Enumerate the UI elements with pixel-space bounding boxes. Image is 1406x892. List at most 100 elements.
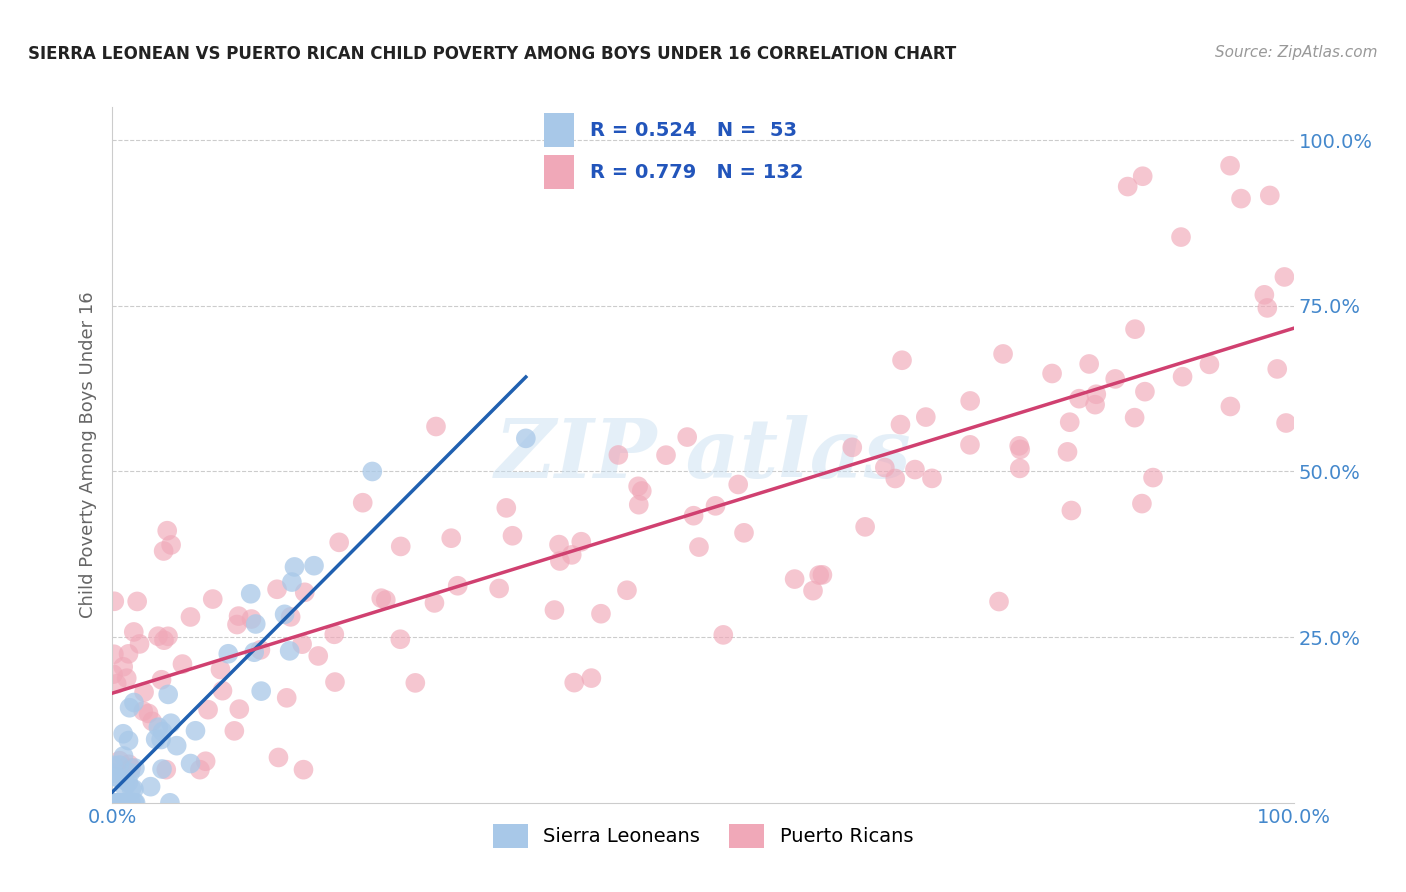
Point	[447, 579, 470, 593]
Point	[581, 671, 603, 685]
Point	[157, 687, 180, 701]
Point	[808, 568, 831, 582]
Point	[211, 683, 233, 698]
Point	[141, 714, 163, 729]
Point	[801, 583, 824, 598]
Point	[122, 696, 145, 710]
Point	[1219, 400, 1241, 414]
Point	[101, 667, 124, 681]
Point	[172, 657, 194, 671]
Point	[276, 690, 298, 705]
Point	[548, 538, 571, 552]
Point	[374, 593, 396, 607]
Point	[627, 498, 650, 512]
Point	[292, 763, 315, 777]
Point	[328, 535, 350, 549]
Point	[370, 591, 392, 606]
Point	[323, 675, 346, 690]
Point	[294, 585, 316, 599]
Point	[841, 441, 863, 455]
Point	[904, 462, 927, 476]
Point	[138, 706, 160, 721]
Point	[117, 647, 139, 661]
Point	[569, 534, 592, 549]
Point	[217, 647, 239, 661]
Point	[323, 627, 346, 641]
Point	[873, 460, 896, 475]
Point	[711, 628, 734, 642]
Point	[115, 671, 138, 685]
Point	[733, 525, 755, 540]
Point	[103, 594, 125, 608]
Point	[152, 724, 174, 739]
Point	[124, 796, 146, 810]
Point	[132, 685, 155, 699]
Point	[1256, 301, 1278, 315]
Point	[501, 529, 523, 543]
Point	[128, 637, 150, 651]
Point	[991, 347, 1014, 361]
Point	[1230, 192, 1253, 206]
Point	[266, 582, 288, 597]
Point	[589, 607, 612, 621]
Point	[194, 754, 217, 768]
FancyBboxPatch shape	[544, 113, 575, 147]
Point	[404, 676, 426, 690]
Point	[1275, 416, 1298, 430]
Point	[150, 762, 173, 776]
Point	[112, 749, 135, 764]
Text: Source: ZipAtlas.com: Source: ZipAtlas.com	[1215, 45, 1378, 60]
Point	[243, 645, 266, 659]
Point	[423, 596, 446, 610]
Point	[783, 572, 806, 586]
Point	[1010, 442, 1032, 457]
Point	[184, 723, 207, 738]
Point	[118, 700, 141, 714]
Point	[914, 410, 936, 425]
Point	[124, 761, 146, 775]
Point	[495, 500, 517, 515]
Point	[1142, 470, 1164, 484]
Point	[114, 780, 136, 795]
Point	[104, 770, 127, 784]
Point	[682, 508, 704, 523]
Point	[1104, 372, 1126, 386]
Point	[112, 659, 135, 673]
Point	[107, 771, 129, 785]
Point	[627, 479, 650, 493]
Point	[1219, 159, 1241, 173]
Point	[1123, 322, 1146, 336]
Point	[101, 758, 124, 772]
Point	[281, 575, 304, 590]
Point	[1059, 415, 1081, 429]
Point	[152, 544, 174, 558]
Point	[127, 594, 149, 608]
Point	[884, 471, 907, 485]
Point	[103, 796, 125, 810]
Point	[139, 780, 162, 794]
Point	[103, 796, 125, 810]
Point	[688, 540, 710, 554]
Point	[249, 643, 271, 657]
Point	[108, 754, 131, 768]
Point	[245, 617, 267, 632]
Point	[561, 548, 583, 562]
Point	[110, 796, 132, 810]
Point	[1008, 439, 1031, 453]
Point	[166, 739, 188, 753]
Point	[1008, 461, 1031, 475]
Point	[676, 430, 699, 444]
Point	[105, 677, 128, 691]
Point	[959, 393, 981, 408]
Point	[103, 766, 125, 780]
Point	[197, 703, 219, 717]
Point	[630, 483, 652, 498]
Point	[278, 644, 301, 658]
Point	[361, 465, 384, 479]
Point	[150, 673, 173, 687]
Point	[107, 796, 129, 810]
Point	[239, 587, 262, 601]
Point	[988, 594, 1011, 608]
Point	[146, 629, 169, 643]
Point	[273, 607, 295, 622]
